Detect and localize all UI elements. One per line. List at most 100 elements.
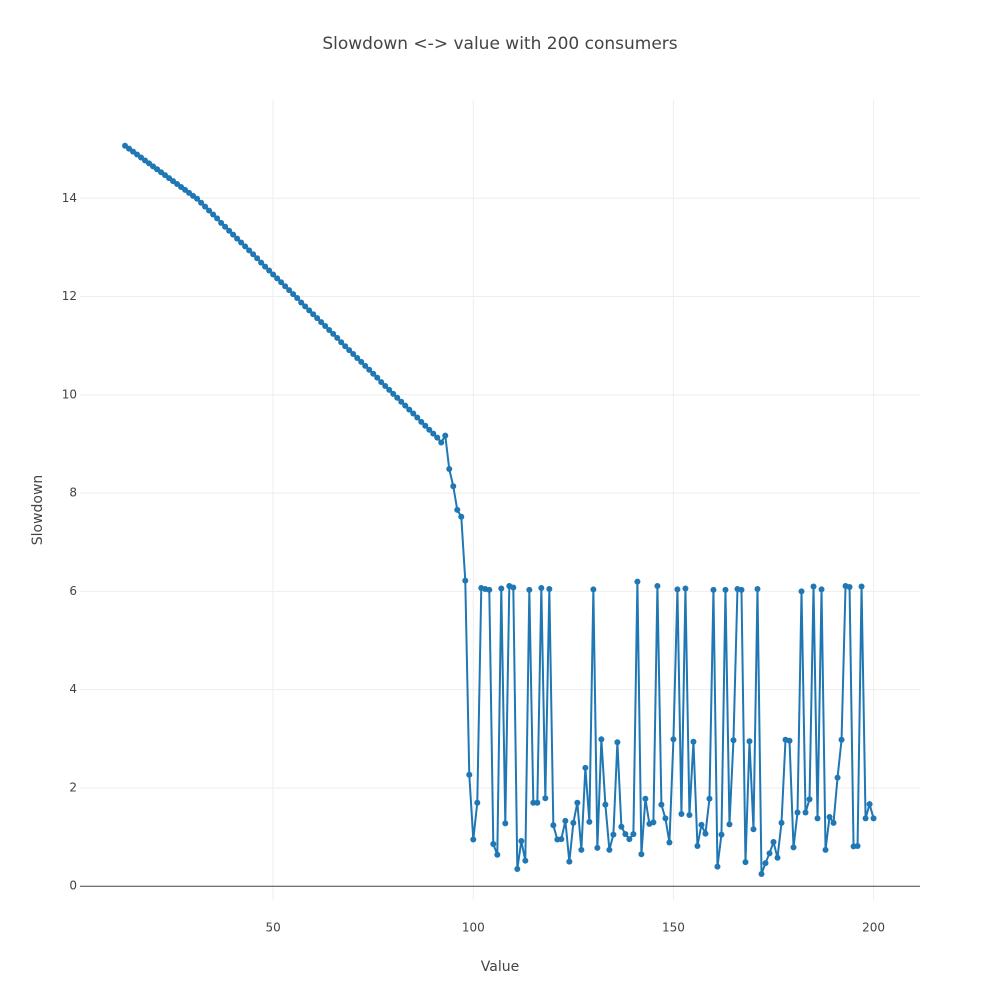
data-point xyxy=(606,846,613,853)
data-point xyxy=(666,839,673,846)
data-point xyxy=(730,737,737,744)
data-point xyxy=(390,390,397,397)
data-point xyxy=(598,736,605,743)
data-point xyxy=(382,382,389,389)
data-point xyxy=(742,859,749,866)
data-point xyxy=(750,826,757,833)
x-tick-label: 100 xyxy=(462,921,485,935)
data-point xyxy=(834,774,841,781)
data-point xyxy=(446,466,453,473)
y-tick-label: 10 xyxy=(62,387,77,401)
data-point xyxy=(462,577,469,584)
data-point xyxy=(830,819,837,826)
data-point xyxy=(434,434,441,441)
data-point xyxy=(798,588,805,595)
data-point xyxy=(694,842,701,849)
data-point xyxy=(402,402,409,409)
data-point xyxy=(538,584,545,591)
data-point xyxy=(270,271,277,278)
data-point xyxy=(374,374,381,381)
data-point xyxy=(230,231,237,238)
data-point xyxy=(422,422,429,429)
data-point xyxy=(326,326,333,333)
data-point xyxy=(754,585,761,592)
data-point xyxy=(410,410,417,417)
data-point xyxy=(762,860,769,867)
data-point xyxy=(466,771,473,778)
data-point xyxy=(254,255,261,262)
x-tick-label: 50 xyxy=(265,921,280,935)
data-point xyxy=(590,586,597,593)
data-point xyxy=(558,836,565,843)
data-point xyxy=(318,319,325,326)
data-point xyxy=(286,287,293,294)
data-point xyxy=(570,819,577,826)
data-point xyxy=(474,799,481,806)
data-point xyxy=(866,801,873,808)
data-point xyxy=(738,586,745,593)
data-point xyxy=(354,354,361,361)
y-tick-label: 6 xyxy=(69,584,77,598)
data-point xyxy=(430,430,437,437)
data-point xyxy=(334,334,341,341)
data-point xyxy=(566,858,573,865)
x-tick-label: 150 xyxy=(662,921,685,935)
data-point xyxy=(774,854,781,861)
data-point xyxy=(218,219,225,226)
data-point xyxy=(586,818,593,825)
data-point xyxy=(610,831,617,838)
data-point xyxy=(658,801,665,808)
data-point xyxy=(342,343,349,350)
data-point xyxy=(818,586,825,593)
data-point xyxy=(238,239,245,246)
data-point xyxy=(746,738,753,745)
data-point xyxy=(758,870,765,877)
data-point xyxy=(702,830,709,837)
data-point xyxy=(654,582,661,589)
data-point xyxy=(638,851,645,858)
data-point xyxy=(262,263,269,270)
data-line xyxy=(124,144,875,875)
data-point xyxy=(602,801,609,808)
y-axis-title: Slowdown xyxy=(30,475,46,546)
data-point xyxy=(350,351,357,358)
data-point xyxy=(854,842,861,849)
data-point xyxy=(786,737,793,744)
data-point xyxy=(710,586,717,593)
x-tick-label: 200 xyxy=(862,921,885,935)
data-point xyxy=(718,831,725,838)
data-point xyxy=(214,215,221,222)
data-point xyxy=(706,795,713,802)
data-point xyxy=(806,796,813,803)
y-tick-label: 8 xyxy=(69,486,77,500)
data-point xyxy=(338,339,345,346)
data-point xyxy=(846,583,853,590)
data-point xyxy=(386,386,393,393)
data-point xyxy=(222,223,229,230)
data-point xyxy=(274,275,281,282)
data-point xyxy=(398,398,405,405)
data-point xyxy=(594,844,601,851)
data-point xyxy=(814,815,821,822)
data-point xyxy=(438,439,445,446)
data-point xyxy=(614,739,621,746)
data-point xyxy=(670,736,677,743)
data-point xyxy=(322,323,329,330)
data-point xyxy=(206,207,213,214)
data-point xyxy=(346,347,353,354)
data-point xyxy=(266,267,273,274)
data-point xyxy=(650,819,657,826)
data-point xyxy=(578,846,585,853)
y-tick-label: 12 xyxy=(62,289,77,303)
data-point xyxy=(518,838,525,845)
data-point xyxy=(234,235,241,242)
data-point xyxy=(306,307,313,314)
data-point xyxy=(698,821,705,828)
data-point xyxy=(794,809,801,816)
data-point xyxy=(258,259,265,266)
data-point xyxy=(870,815,877,822)
data-point xyxy=(310,311,317,318)
data-point xyxy=(626,836,633,843)
data-point xyxy=(246,247,253,254)
